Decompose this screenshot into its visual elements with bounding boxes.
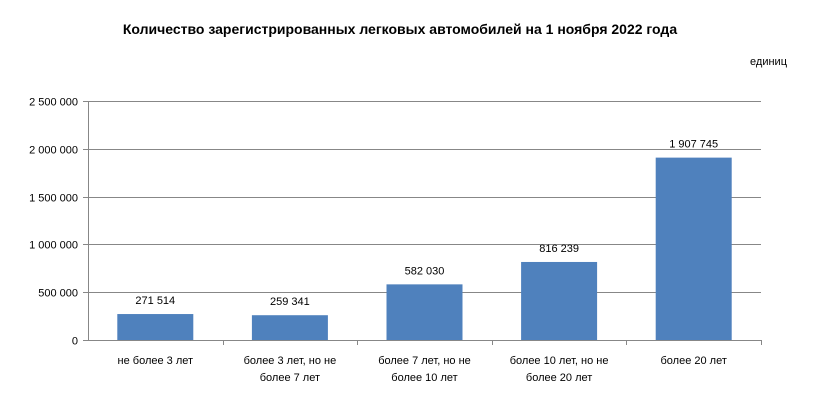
bar xyxy=(521,261,598,340)
data-label: 1 907 745 xyxy=(669,139,718,151)
x-category-label: более 20 лет xyxy=(661,355,727,367)
x-category-label: не более 3 лет xyxy=(118,355,194,367)
bar xyxy=(386,284,463,340)
x-category-label: более 10 лет, но не xyxy=(510,355,609,367)
x-category-label: более 7 лет, но не xyxy=(378,355,471,367)
x-category-label: более 7 лет xyxy=(260,372,320,384)
bar xyxy=(251,315,328,340)
y-tick-label: 1 000 000 xyxy=(29,240,78,252)
y-tick-label: 2 500 000 xyxy=(29,97,78,109)
bar xyxy=(655,157,732,340)
bar xyxy=(117,314,194,340)
chart-title: Количество зарегистрированных легковых а… xyxy=(122,21,678,37)
x-category-label: более 20 лет xyxy=(526,372,592,384)
y-tick-label: 1 500 000 xyxy=(29,193,78,205)
y-tick-label: 2 000 000 xyxy=(29,145,78,157)
x-category-label: более 3 лет, но не xyxy=(244,355,337,367)
y-tick-label: 0 xyxy=(72,336,78,348)
x-category-label: более 10 лет xyxy=(391,372,457,384)
y-tick-label: 500 000 xyxy=(38,288,78,300)
data-label: 259 341 xyxy=(270,296,310,308)
data-label: 582 030 xyxy=(405,265,445,277)
unit-label: единиц xyxy=(750,56,787,68)
data-label: 816 239 xyxy=(539,243,579,255)
data-label: 271 514 xyxy=(135,295,175,307)
